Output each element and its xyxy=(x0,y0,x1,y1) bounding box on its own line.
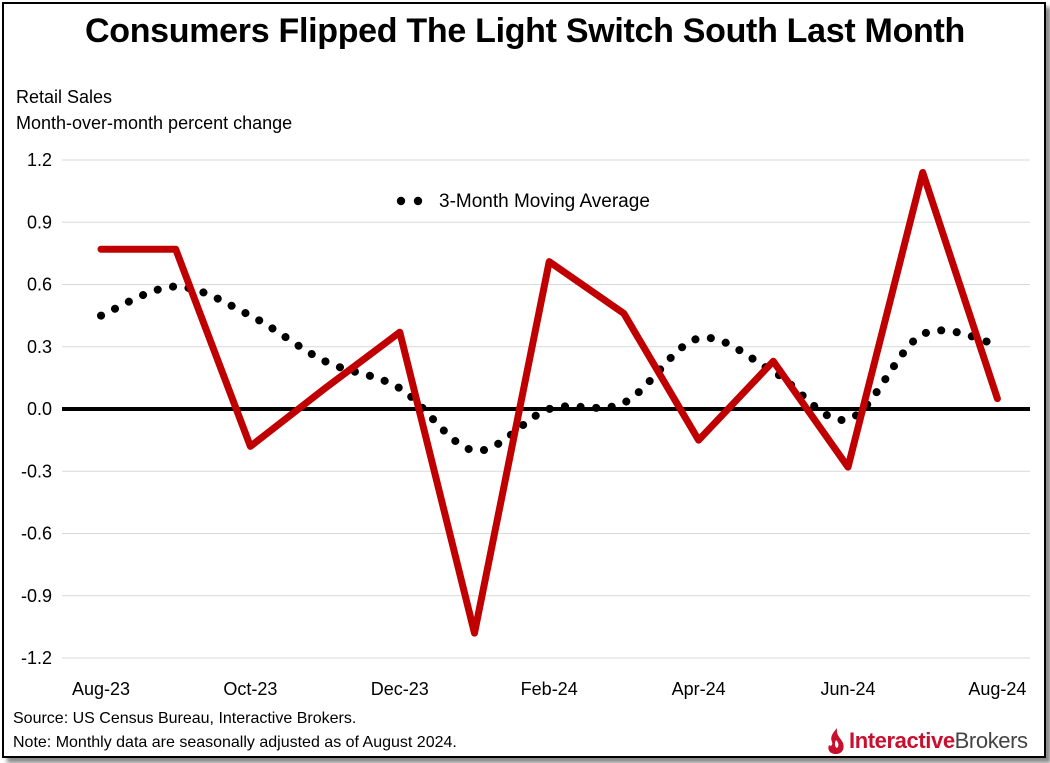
legend-marker-dot xyxy=(413,196,423,206)
y-tick-label: -0.9 xyxy=(21,586,52,606)
y-tick-label: 0.3 xyxy=(27,337,52,357)
x-axis-tick-labels: Aug-23 Oct-23 Dec-23 Feb-24 Apr-24 Jun-24 Aug-… xyxy=(72,679,1026,699)
logo-text-interactive: Interactive xyxy=(849,728,955,753)
subtitle-line-2: Month-over-month percent change xyxy=(16,113,293,133)
chart-title: Consumers Flipped The Light Switch South… xyxy=(84,12,965,50)
data-note: Note: Monthly data are seasonally adjust… xyxy=(13,734,457,751)
logo-text-brokers: Brokers xyxy=(954,728,1028,753)
legend-label: 3-Month Moving Average xyxy=(439,191,650,212)
series-layer xyxy=(97,168,1002,637)
flame-logo-icon xyxy=(828,728,844,754)
subtitle-line-1: Retail Sales xyxy=(16,87,113,107)
brand-logo: Interactive Brokers xyxy=(826,726,1028,756)
legend: 3-Month Moving Average xyxy=(396,191,650,212)
x-tick-label: Aug-24 xyxy=(968,679,1026,699)
y-tick-label: -0.6 xyxy=(21,524,52,544)
x-tick-label: Aug-23 xyxy=(72,679,130,699)
y-tick-label: 1.2 xyxy=(27,150,52,170)
y-tick-label: 0.0 xyxy=(27,399,52,419)
retail-sales-series xyxy=(97,168,1001,637)
moving-average-series xyxy=(97,282,1002,455)
x-tick-label: Apr-24 xyxy=(672,679,726,699)
x-tick-label: Feb-24 xyxy=(521,679,578,699)
x-tick-label: Oct-23 xyxy=(223,679,277,699)
y-tick-label: 0.6 xyxy=(27,275,52,295)
legend-marker-dot xyxy=(396,196,406,206)
y-axis-tick-labels: 1.2 0.9 0.6 0.3 0.0 -0.3 -0.6 -0.9 -1.2 xyxy=(21,150,52,668)
y-tick-label: -0.3 xyxy=(21,461,52,481)
x-tick-label: Dec-23 xyxy=(371,679,429,699)
source-note: Source: US Census Bureau, Interactive Br… xyxy=(13,710,357,727)
x-tick-label: Jun-24 xyxy=(820,679,875,699)
y-tick-label: -1.2 xyxy=(21,648,52,668)
y-tick-label: 0.9 xyxy=(27,212,52,232)
